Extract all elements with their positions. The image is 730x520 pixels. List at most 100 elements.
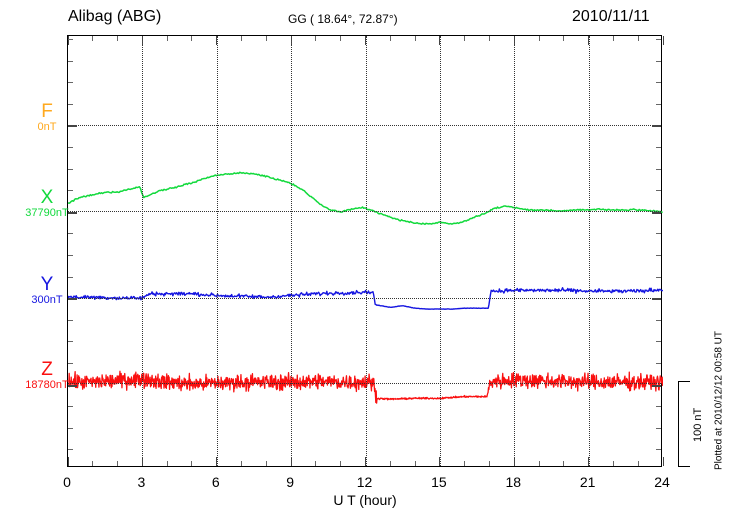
component-label-y: Y 300nT bbox=[31, 275, 62, 307]
scale-bar-label: 100 nT bbox=[692, 407, 704, 443]
y-axis-tick bbox=[68, 341, 73, 343]
x-axis-label: U T (hour) bbox=[333, 492, 397, 508]
x-tick-label: 15 bbox=[431, 474, 447, 490]
x-axis-tick bbox=[265, 461, 267, 466]
y-axis-tick bbox=[656, 39, 661, 40]
x-tick-label: 21 bbox=[579, 474, 596, 490]
y-axis-tick bbox=[652, 211, 661, 214]
y-axis-tick bbox=[656, 363, 661, 364]
x-axis-tick bbox=[117, 36, 119, 41]
y-axis-tick bbox=[656, 233, 661, 235]
y-axis-tick bbox=[656, 276, 661, 278]
x-axis-tick bbox=[513, 36, 515, 45]
grid-line-vertical bbox=[142, 36, 144, 466]
y-axis-tick bbox=[68, 168, 73, 170]
y-axis-tick bbox=[656, 406, 661, 408]
x-axis-tick bbox=[414, 36, 416, 41]
scale-bar bbox=[678, 381, 690, 467]
component-label-z: Z 18780nT bbox=[25, 360, 68, 392]
x-axis-tick bbox=[612, 36, 614, 41]
x-tick-label: 18 bbox=[505, 474, 522, 490]
x-axis-tick bbox=[538, 461, 540, 466]
y-axis-tick bbox=[68, 406, 73, 408]
x-axis-tick bbox=[439, 36, 441, 45]
x-axis-tick bbox=[662, 457, 664, 466]
y-axis-tick bbox=[68, 384, 77, 387]
component-key: F bbox=[41, 101, 53, 122]
x-tick-label: 12 bbox=[356, 474, 373, 490]
component-baseline: 300nT bbox=[31, 294, 63, 306]
x-axis-tick bbox=[340, 461, 342, 466]
plot-area bbox=[67, 35, 664, 467]
x-axis-tick bbox=[216, 36, 218, 45]
y-axis-tick bbox=[652, 384, 661, 387]
y-axis-tick bbox=[68, 255, 73, 256]
y-axis-tick bbox=[68, 427, 73, 429]
x-axis-tick bbox=[464, 461, 466, 466]
x-axis-tick bbox=[191, 461, 193, 466]
x-axis-tick bbox=[340, 36, 342, 41]
x-axis-tick bbox=[290, 457, 292, 466]
y-axis-tick bbox=[656, 147, 661, 148]
x-axis-tick bbox=[588, 457, 590, 466]
component-key: Y bbox=[40, 274, 54, 295]
y-axis-tick bbox=[656, 427, 661, 429]
y-axis-tick bbox=[68, 190, 73, 192]
x-axis-tick bbox=[92, 461, 94, 466]
x-axis-tick bbox=[117, 461, 119, 466]
grid-line-vertical bbox=[439, 36, 441, 466]
x-axis-tick bbox=[241, 461, 243, 466]
observation-date: 2010/11/11 bbox=[572, 8, 650, 25]
x-axis-tick bbox=[637, 461, 639, 466]
component-key: X bbox=[40, 187, 54, 208]
grid-line-z bbox=[68, 383, 661, 384]
grid-line-vertical bbox=[291, 36, 293, 466]
grid-line-f bbox=[68, 125, 661, 126]
x-axis-tick bbox=[464, 36, 466, 41]
y-axis-tick bbox=[656, 60, 661, 62]
x-axis-tick bbox=[191, 36, 193, 41]
component-baseline: 37790nT bbox=[25, 207, 69, 219]
plotted-timestamp: Plotted at 2010/12/12 00:58 UT bbox=[713, 331, 725, 470]
y-axis-tick bbox=[656, 341, 661, 343]
x-axis-tick bbox=[414, 461, 416, 466]
y-axis-tick bbox=[68, 60, 73, 62]
grid-line-x bbox=[68, 211, 661, 212]
x-axis-tick bbox=[315, 461, 317, 466]
component-baseline: 18780nT bbox=[25, 379, 69, 391]
component-label-f: F 0nT bbox=[38, 102, 57, 134]
x-axis-tick bbox=[637, 36, 639, 41]
x-axis-tick bbox=[365, 36, 366, 45]
y-axis-tick bbox=[656, 190, 661, 192]
y-axis-tick bbox=[68, 39, 73, 40]
component-label-x: X 37790nT bbox=[25, 188, 68, 220]
component-key: Z bbox=[41, 359, 53, 380]
grid-line-vertical bbox=[365, 36, 367, 466]
x-axis-tick bbox=[166, 36, 168, 41]
x-tick-label: 24 bbox=[654, 474, 670, 490]
y-axis-tick bbox=[68, 147, 73, 148]
y-axis-tick bbox=[68, 319, 73, 321]
x-axis-tick bbox=[389, 461, 391, 466]
y-axis-tick bbox=[656, 82, 661, 84]
y-axis-tick bbox=[656, 255, 661, 256]
y-axis-tick bbox=[656, 168, 661, 170]
x-axis-tick bbox=[67, 36, 69, 45]
y-axis-tick bbox=[68, 276, 73, 278]
y-axis-tick bbox=[68, 449, 73, 451]
x-axis-tick bbox=[488, 36, 490, 41]
x-axis-tick bbox=[513, 457, 515, 466]
x-axis-tick bbox=[612, 461, 614, 466]
x-axis-tick bbox=[365, 457, 366, 466]
trace-x bbox=[68, 171, 663, 226]
y-axis-tick bbox=[68, 363, 73, 364]
grid-line-vertical bbox=[216, 36, 218, 466]
grid-line-y bbox=[68, 298, 661, 299]
y-axis-tick bbox=[652, 125, 661, 128]
x-tick-label: 6 bbox=[211, 474, 220, 490]
x-tick-label: 3 bbox=[137, 474, 146, 490]
x-axis-tick bbox=[488, 461, 490, 466]
x-axis-tick bbox=[92, 36, 94, 41]
y-axis-tick bbox=[68, 233, 73, 235]
